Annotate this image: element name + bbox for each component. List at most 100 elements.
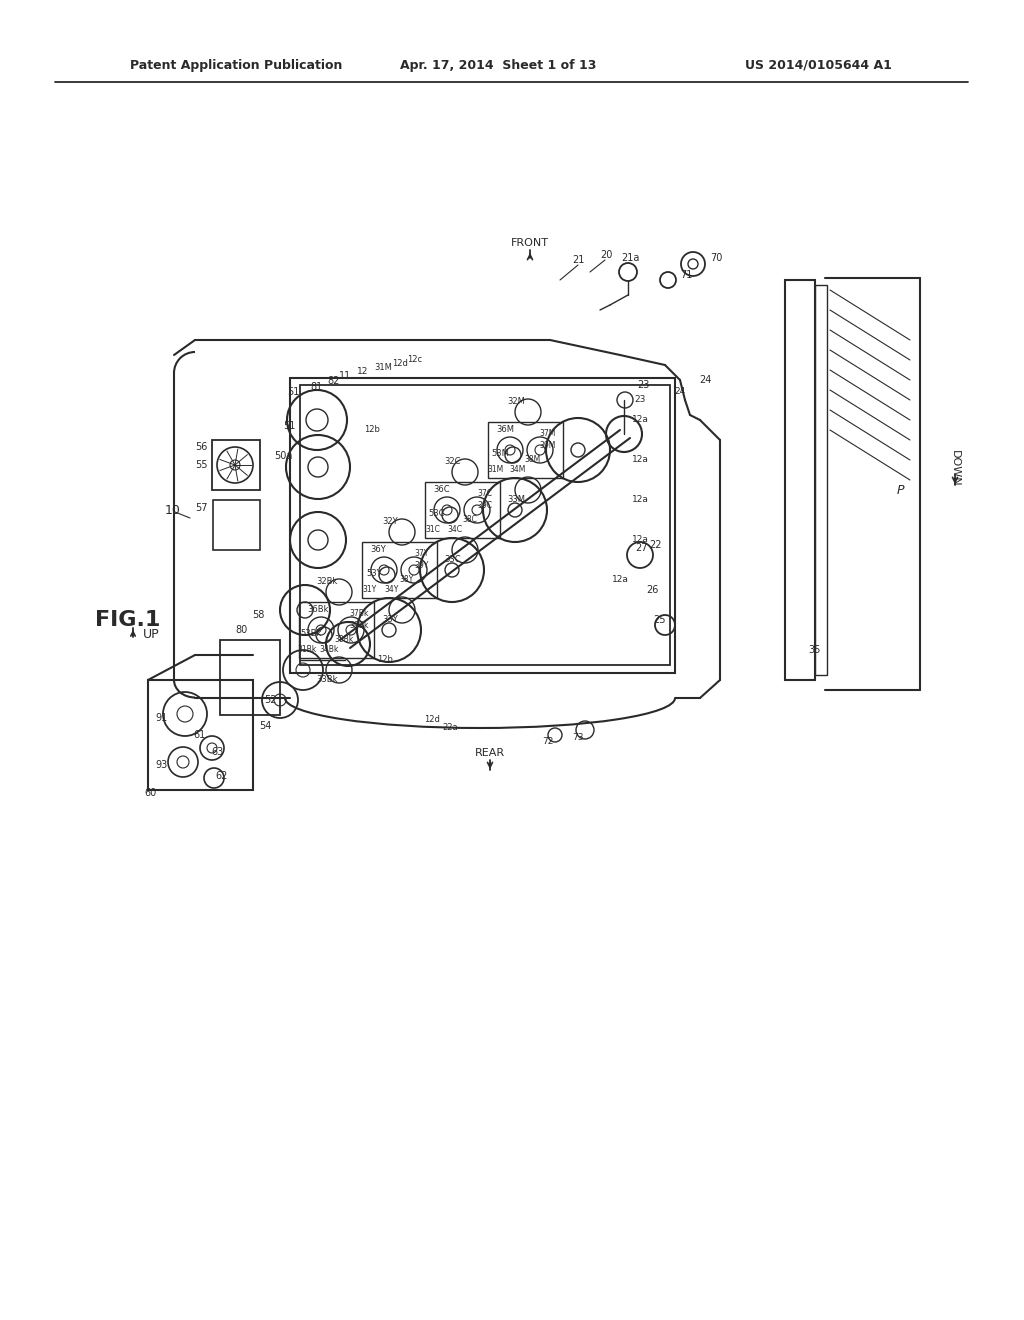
Text: DOWN: DOWN (950, 450, 961, 486)
Text: 33Bk: 33Bk (316, 676, 338, 685)
Text: 26: 26 (646, 585, 658, 595)
Text: 23: 23 (634, 396, 646, 404)
Text: 21: 21 (572, 255, 585, 265)
Text: 34Y: 34Y (385, 586, 399, 594)
Text: 12a: 12a (632, 536, 648, 544)
Text: Apr. 17, 2014  Sheet 1 of 13: Apr. 17, 2014 Sheet 1 of 13 (400, 58, 596, 71)
Text: 32M: 32M (507, 397, 525, 407)
Text: 31M: 31M (487, 466, 504, 474)
Text: 80: 80 (234, 624, 247, 635)
Text: 70: 70 (710, 253, 722, 263)
Text: 73: 73 (572, 734, 584, 742)
Text: 36C: 36C (433, 486, 450, 495)
Text: 31M: 31M (374, 363, 392, 372)
Text: 32C: 32C (444, 458, 461, 466)
Text: 31Bk: 31Bk (297, 645, 316, 655)
Text: 35: 35 (808, 645, 820, 655)
Text: 11: 11 (339, 371, 351, 381)
Bar (425, 482, 500, 539)
Text: 53C: 53C (429, 508, 445, 517)
Text: US 2014/0105644 A1: US 2014/0105644 A1 (745, 58, 892, 71)
Text: 72: 72 (543, 738, 554, 747)
Text: 62: 62 (216, 771, 228, 781)
Text: 38C: 38C (463, 516, 477, 524)
Text: 34M: 34M (510, 466, 526, 474)
Text: 33C: 33C (444, 556, 462, 565)
Bar (815, 285, 827, 675)
Text: 53Bk: 53Bk (300, 628, 322, 638)
Text: 61: 61 (194, 730, 206, 741)
Text: 32Bk: 32Bk (316, 578, 338, 586)
Text: 51: 51 (288, 387, 300, 397)
Text: 12b: 12b (377, 656, 393, 664)
Text: 34Bk: 34Bk (319, 645, 339, 655)
Text: UP: UP (143, 628, 160, 642)
Bar (212, 440, 260, 490)
Text: P: P (896, 483, 904, 496)
Text: 22: 22 (649, 540, 662, 550)
Text: 54: 54 (259, 721, 271, 731)
Text: 36M: 36M (496, 425, 514, 434)
Bar (300, 385, 670, 665)
Bar (785, 280, 815, 680)
Text: 12c: 12c (408, 355, 423, 364)
Text: 12d: 12d (424, 715, 440, 725)
Text: FIG.1: FIG.1 (95, 610, 161, 630)
Text: 37Bk: 37Bk (349, 610, 369, 619)
Text: 39C: 39C (477, 502, 493, 511)
Text: 91: 91 (156, 713, 168, 723)
Text: 39Bk: 39Bk (349, 622, 369, 631)
Text: 37Y: 37Y (415, 549, 429, 558)
Text: REAR: REAR (475, 748, 505, 758)
Text: 82: 82 (327, 376, 339, 385)
Bar (290, 378, 675, 673)
Text: 71: 71 (680, 271, 692, 280)
Text: 93: 93 (156, 760, 168, 770)
Text: 55: 55 (196, 459, 208, 470)
Text: 21a: 21a (621, 253, 639, 263)
Text: 36Y: 36Y (370, 545, 386, 554)
Bar (220, 640, 280, 715)
Bar (299, 602, 374, 657)
Text: 33M: 33M (507, 495, 525, 504)
Text: 25: 25 (653, 615, 667, 624)
Text: 12a: 12a (632, 455, 648, 465)
Text: 12a: 12a (611, 576, 629, 585)
Text: 63: 63 (212, 747, 224, 756)
Bar (488, 422, 563, 478)
Text: 50a: 50a (274, 451, 293, 461)
Text: 53Y: 53Y (367, 569, 382, 578)
Text: 57: 57 (196, 503, 208, 513)
Text: 12a: 12a (632, 495, 648, 504)
Text: 36Bk: 36Bk (307, 606, 329, 615)
Text: FRONT: FRONT (511, 238, 549, 248)
Text: 31C: 31C (426, 525, 440, 535)
Bar (213, 500, 260, 550)
Text: 31Y: 31Y (362, 586, 377, 594)
Text: 56: 56 (196, 442, 208, 451)
Bar (148, 680, 253, 789)
Text: 37C: 37C (477, 490, 493, 499)
Text: 39Y: 39Y (415, 561, 429, 570)
Text: 37M: 37M (540, 429, 556, 438)
Text: 38Bk: 38Bk (335, 635, 353, 644)
Text: 10: 10 (165, 503, 181, 516)
Text: 60: 60 (144, 788, 157, 799)
Text: 27: 27 (636, 543, 648, 553)
Text: 32Y: 32Y (382, 517, 397, 527)
Text: 12a: 12a (632, 416, 648, 425)
Text: 51: 51 (284, 421, 296, 432)
Text: 22a: 22a (442, 723, 458, 733)
Text: 12d: 12d (392, 359, 408, 368)
Text: 53M: 53M (492, 449, 509, 458)
Text: 39M: 39M (540, 441, 556, 450)
Text: 24: 24 (675, 388, 686, 396)
Text: 23: 23 (637, 380, 649, 389)
Text: 12: 12 (357, 367, 369, 376)
Text: 34C: 34C (447, 525, 463, 535)
Text: 81: 81 (310, 381, 323, 392)
Bar (362, 543, 437, 598)
Text: 38M: 38M (525, 455, 541, 465)
Text: 38Y: 38Y (400, 576, 414, 585)
Text: 52: 52 (264, 696, 276, 705)
